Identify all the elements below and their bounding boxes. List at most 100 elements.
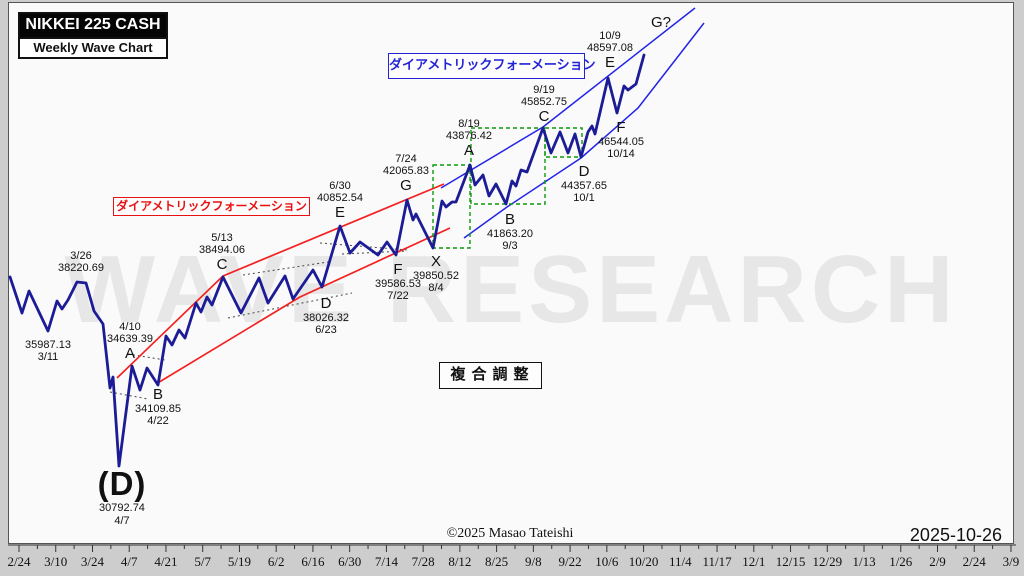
wave-point-value: 4/10 [119, 321, 141, 333]
wave-point-value: 10/14 [607, 148, 635, 160]
wave-point-label: 6/30 40852.54 E [317, 180, 363, 221]
blue-channel-line [440, 7, 696, 189]
x-axis-label: 5/7 [194, 554, 211, 569]
wave-point-value: 6/30 [329, 180, 351, 192]
x-axis-label: 4/7 [120, 554, 138, 569]
x-axis-label: 11/17 [702, 554, 732, 569]
wave-letter: D [578, 163, 590, 180]
wave-point-label: 4/10 34639.39 A [107, 321, 153, 362]
wave-point-value: 10/1 [573, 192, 595, 204]
x-axis-label: 11/4 [668, 554, 692, 569]
wave-point-label: D 38026.32 6/23 [303, 295, 349, 336]
red-channel-line [155, 227, 451, 385]
wave-letter: A [124, 345, 136, 362]
x-axis-label: 6/30 [338, 554, 362, 569]
green-dashed-box [432, 164, 471, 249]
x-axis-label: 9/22 [558, 554, 582, 569]
major-low-date: 4/7 [114, 515, 130, 527]
x-axis-label: 5/19 [227, 554, 251, 569]
x-axis-label: 2/9 [929, 554, 946, 569]
wave-point-value: 3/26 [70, 250, 92, 262]
x-axis-label: 2/24 [7, 554, 31, 569]
x-axis-label: 12/1 [742, 554, 766, 569]
mini-trendline [242, 261, 329, 276]
wave-point-label: B 34109.85 4/22 [135, 386, 181, 427]
wave-point-label: 10/9 48597.08 E [587, 30, 633, 71]
wave-letter: B [504, 211, 516, 228]
wave-point-value: 9/3 [502, 240, 518, 252]
wave-point-value: 39586.53 [375, 278, 421, 290]
wave-point-label: G? [651, 14, 671, 31]
mini-trendline [227, 292, 353, 319]
mini-trendline [341, 250, 407, 255]
x-axis-label: 10/20 [628, 554, 659, 569]
wave-point-value: 44357.65 [561, 180, 607, 192]
x-axis-label: 3/24 [80, 554, 105, 569]
x-axis-label: 8/25 [485, 554, 509, 569]
wave-point-value: 5/13 [211, 232, 233, 244]
diametric-formation-label-red: ダイアメトリックフォーメーション [113, 197, 310, 216]
x-axis-label: 1/26 [889, 554, 913, 569]
wave-point-value: 43876.42 [446, 130, 492, 142]
wave-point-value: 10/9 [599, 30, 621, 42]
x-axis-label: 8/12 [448, 554, 472, 569]
wave-point-value: 3/11 [37, 351, 59, 363]
wave-point-label: X 39850.52 8/4 [413, 253, 459, 294]
x-axis-label: 10/6 [595, 554, 619, 569]
wave-letter: B [152, 386, 164, 403]
mini-trendline [109, 391, 149, 400]
wave-point-label: F 46544.05 10/14 [598, 119, 644, 160]
x-axis-label: 6/16 [301, 554, 325, 569]
wave-letter: E [334, 204, 346, 221]
wave-point-label: D 44357.65 10/1 [561, 163, 607, 204]
major-low-label: (D) 30792.74 4/7 [98, 466, 147, 528]
wave-point-value: 38494.06 [199, 244, 245, 256]
wave-point-value: 34109.85 [135, 403, 181, 415]
wave-point-label: 8/19 43876.42 A [446, 118, 492, 159]
wave-point-value: 40852.54 [317, 192, 363, 204]
wave-point-label: 5/13 38494.06 C [199, 232, 245, 273]
wave-point-value: 6/23 [315, 324, 337, 336]
wave-point-label: 7/24 42065.83 G [383, 153, 429, 194]
wave-point-value: 8/19 [458, 118, 480, 130]
x-axis-label: 7/28 [411, 554, 435, 569]
wave-letter: C [538, 108, 550, 125]
wave-point-value: 9/19 [533, 84, 555, 96]
wave-letter: G? [650, 14, 672, 31]
x-axis-label: 6/2 [267, 554, 285, 569]
wave-point-label: B 41863.20 9/3 [487, 211, 533, 252]
composite-correction-label: 複合調整 [439, 362, 542, 389]
wave-point-value: 42065.83 [383, 165, 429, 177]
wave-letter: X [430, 253, 442, 270]
x-axis-label: 7/14 [374, 554, 398, 569]
wave-letter: A [463, 142, 475, 159]
wave-point-label: 35987.13 3/11 [25, 339, 71, 363]
wave-point-label: 3/26 38220.69 [58, 250, 104, 274]
x-axis-label: 12/15 [775, 554, 806, 569]
x-axis-labels: 2/24 3/10 3/24 4/7 4/21 5/7 5/19 6/2 6/16 6/30 7/1… [0, 545, 1024, 576]
x-axis-label: 2/24 [962, 554, 986, 569]
plot-area: WAVE RESEARCH [8, 2, 1014, 544]
wave-letter: D [320, 295, 332, 312]
wave-letter: E [604, 54, 616, 71]
chart-date: 2025-10-26 [909, 525, 1002, 545]
x-axis-label: 1/13 [852, 554, 876, 569]
wave-letter: F [616, 119, 626, 136]
x-axis-label: 9/8 [525, 554, 542, 569]
wave-point-value: 38026.32 [303, 312, 349, 324]
wave-letter: C [216, 256, 228, 273]
wave-point-value: 8/4 [428, 282, 444, 294]
chart-title-box: NIKKEI 225 CASH Weekly Wave Chart [18, 12, 168, 59]
price-line [8, 53, 646, 468]
wave-point-value: 4/22 [147, 415, 169, 427]
wave-point-value: 35987.13 [25, 339, 71, 351]
wave-point-value: 41863.20 [487, 228, 533, 240]
wave-point-value: 46544.05 [598, 136, 644, 148]
chart-title: NIKKEI 225 CASH [20, 14, 166, 37]
wave-point-label: 9/19 45852.75 C [521, 84, 567, 125]
watermark-text: WAVE RESEARCH [64, 236, 958, 343]
wave-point-value: 7/24 [395, 153, 417, 165]
wave-letter: G [400, 177, 412, 194]
